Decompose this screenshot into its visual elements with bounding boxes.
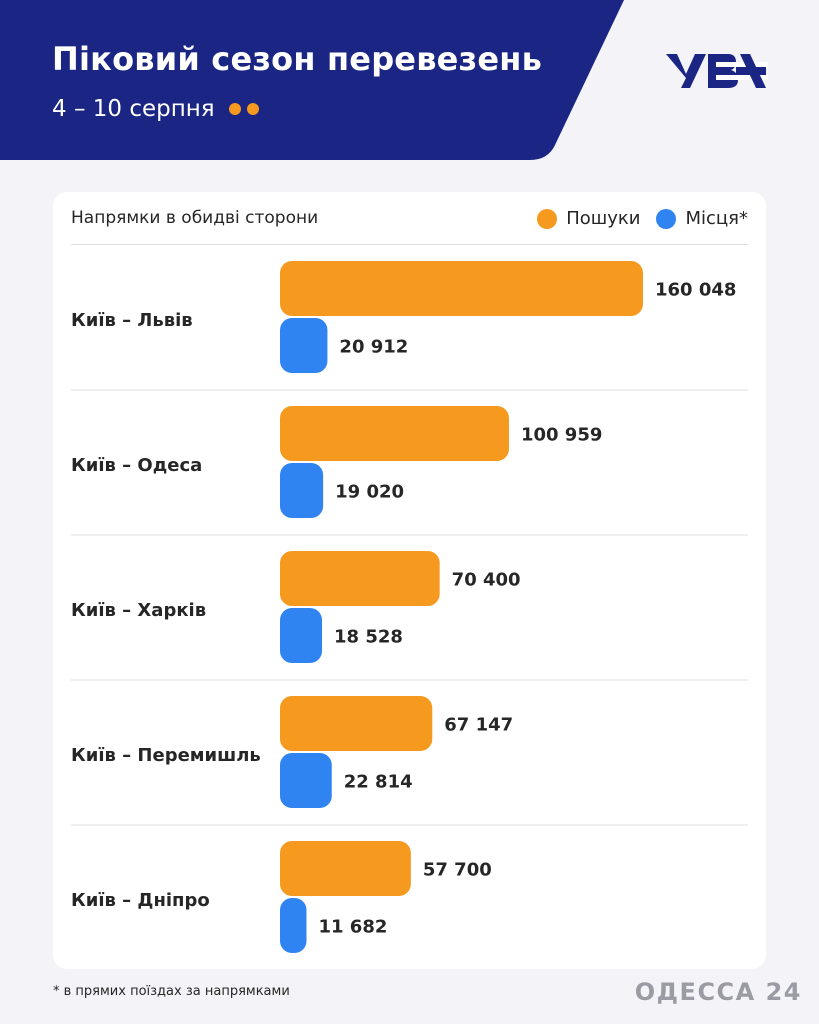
bar xyxy=(280,753,332,808)
page-title: Піковий сезон перевезень xyxy=(52,40,543,78)
legend: Пошуки Місця* xyxy=(521,208,748,229)
legend-label-searches: Пошуки xyxy=(566,208,641,229)
bar xyxy=(280,406,509,461)
category-label: Київ – Одеса xyxy=(71,455,202,476)
subtitle-row: 4 – 10 серпня xyxy=(52,96,265,122)
data-label: 20 912 xyxy=(339,337,408,358)
bar xyxy=(280,898,307,953)
card-header: Напрямки в обидві сторони Пошуки Місця* xyxy=(71,192,748,245)
data-label: 100 959 xyxy=(521,425,602,446)
dot xyxy=(228,103,241,115)
category-label: Київ – Дніпро xyxy=(71,890,210,911)
bar xyxy=(280,608,323,663)
data-label: 11 682 xyxy=(318,917,387,938)
bar-chart: Київ – Львів 160 048 20 912 Київ – Одеса 100… xyxy=(71,261,748,953)
uz-logo xyxy=(666,54,768,88)
data-label: 70 400 xyxy=(452,570,521,591)
data-label: 67 147 xyxy=(444,715,513,736)
dot xyxy=(246,103,259,115)
data-label: 160 048 xyxy=(655,280,736,301)
category-label: Київ – Львів xyxy=(71,310,193,331)
data-label: 18 528 xyxy=(334,627,403,648)
bar xyxy=(280,261,643,316)
data-label: 22 814 xyxy=(344,772,413,793)
legend-item-seats: Місця* xyxy=(656,208,748,229)
bar xyxy=(280,463,324,518)
legend-label-seats: Місця* xyxy=(685,208,748,229)
bar xyxy=(280,696,433,751)
brand-watermark: ОДЕССА 24 xyxy=(634,978,802,1006)
data-label: 19 020 xyxy=(335,482,404,503)
legend-item-searches: Пошуки xyxy=(537,208,640,229)
header-background xyxy=(0,0,624,160)
decorative-dots xyxy=(228,103,265,115)
category-label: Київ – Харків xyxy=(71,600,206,621)
category-label: Київ – Перемишль xyxy=(71,745,261,766)
legend-swatch-searches xyxy=(537,208,558,229)
bar xyxy=(280,551,440,606)
footnote: * в прямих поїздах за напрямками xyxy=(53,984,290,999)
bar xyxy=(280,841,411,896)
date-range: 4 – 10 серпня xyxy=(52,96,215,122)
header-banner xyxy=(0,0,624,160)
chart-card: Напрямки в обидві сторони Пошуки Місця* … xyxy=(53,192,766,969)
legend-swatch-seats xyxy=(656,208,677,229)
card-heading: Напрямки в обидві сторони xyxy=(71,208,319,228)
bar xyxy=(280,318,328,373)
data-label: 57 700 xyxy=(423,860,492,881)
